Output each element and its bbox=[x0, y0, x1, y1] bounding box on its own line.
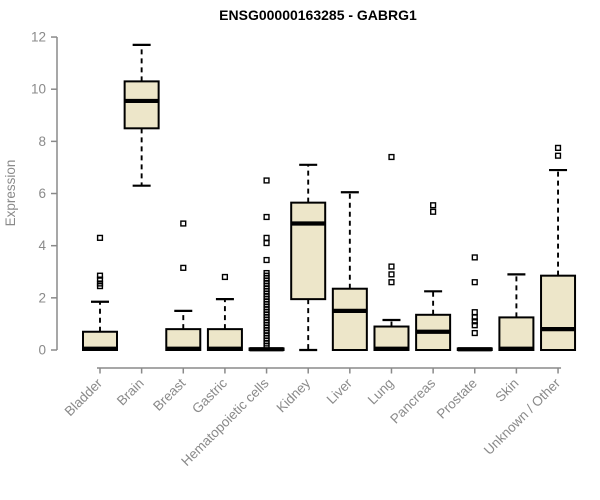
outlier-point-hematopoietic-cells bbox=[263, 239, 270, 247]
outlier-point-lung bbox=[388, 153, 395, 161]
x-category-label-breast: Breast bbox=[150, 375, 188, 413]
y-axis-label: Expression bbox=[3, 160, 18, 227]
box-unknown-other bbox=[540, 274, 577, 351]
x-category-label-unknown-other: Unknown / Other bbox=[481, 375, 564, 458]
y-tick-label: 8 bbox=[38, 134, 46, 149]
x-category-label-prostate: Prostate bbox=[434, 376, 480, 422]
x-category-label-liver: Liver bbox=[324, 375, 356, 407]
box-lung bbox=[373, 325, 410, 352]
outlier-point-prostate bbox=[471, 329, 478, 337]
outlier-point-prostate bbox=[471, 254, 478, 261]
chart-title: ENSG00000163285 - GABRG1 bbox=[219, 7, 417, 23]
outlier-point-breast bbox=[180, 264, 187, 271]
box-liver bbox=[331, 287, 368, 352]
outlier-point-prostate bbox=[471, 309, 478, 316]
outlier-point-lung bbox=[388, 279, 395, 286]
outlier-point-gastric bbox=[221, 273, 229, 281]
outlier-point-pancreas bbox=[430, 208, 437, 215]
outlier-point-prostate bbox=[471, 279, 478, 286]
outlier-point-hematopoietic-cells bbox=[263, 269, 270, 277]
outlier-point-unknown-other bbox=[554, 152, 562, 159]
x-category-label-kidney: Kidney bbox=[274, 375, 314, 415]
y-tick-label: 4 bbox=[38, 238, 46, 253]
y-tick-label: 2 bbox=[38, 290, 46, 305]
x-category-label-brain: Brain bbox=[114, 376, 147, 409]
outlier-point-hematopoietic-cells bbox=[263, 213, 270, 221]
box-skin bbox=[498, 316, 535, 351]
box-kidney bbox=[290, 201, 327, 301]
x-category-label-pancreas: Pancreas bbox=[387, 375, 438, 426]
outlier-point-pancreas bbox=[430, 202, 437, 209]
y-tick-label: 10 bbox=[31, 82, 46, 97]
outlier-point-prostate bbox=[471, 318, 478, 325]
outlier-point-bladder bbox=[96, 276, 104, 283]
y-tick-label: 6 bbox=[38, 186, 46, 201]
outlier-point-unknown-other bbox=[554, 144, 562, 151]
outlier-point-bladder bbox=[96, 234, 104, 241]
outlier-point-bladder bbox=[96, 280, 104, 287]
outlier-point-hematopoietic-cells bbox=[263, 177, 270, 184]
x-category-label-bladder: Bladder bbox=[62, 375, 106, 419]
outlier-point-hematopoietic-cells bbox=[263, 256, 270, 264]
outlier-point-lung bbox=[388, 271, 395, 278]
outlier-point-breast bbox=[180, 220, 187, 227]
outlier-point-hematopoietic-cells bbox=[263, 234, 270, 241]
x-category-label-skin: Skin bbox=[492, 376, 521, 405]
outlier-point-bladder bbox=[96, 272, 104, 279]
x-category-label-gastric: Gastric bbox=[189, 375, 230, 416]
box-brain bbox=[123, 80, 160, 130]
outlier-point-prostate bbox=[471, 322, 478, 329]
outlier-point-lung bbox=[388, 263, 395, 270]
x-category-label-lung: Lung bbox=[365, 376, 397, 408]
y-tick-label: 0 bbox=[38, 343, 46, 358]
y-tick-label: 12 bbox=[31, 30, 46, 45]
